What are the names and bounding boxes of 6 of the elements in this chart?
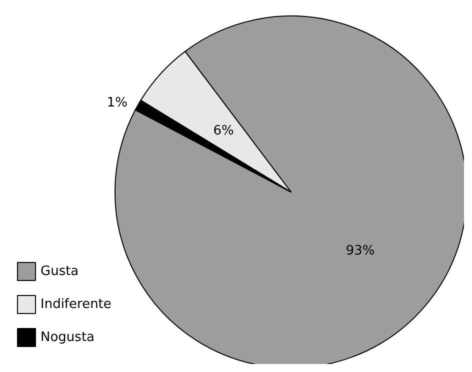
data-label: 1% <box>106 96 128 111</box>
data-label: 6% <box>213 123 234 138</box>
legend-label: Indiferente <box>40 297 112 312</box>
legend-label: Nogusta <box>40 330 95 345</box>
legend-label: Gusta <box>40 264 79 279</box>
data-label: 93% <box>346 243 375 258</box>
